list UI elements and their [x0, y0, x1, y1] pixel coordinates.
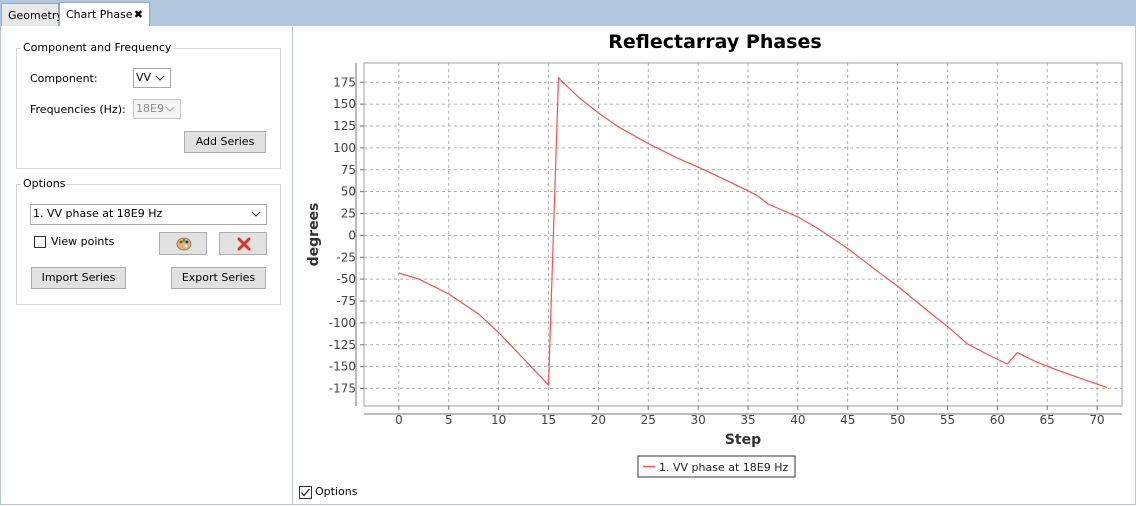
x-tick-label: 20	[591, 413, 606, 427]
x-tick-label: 50	[890, 413, 905, 427]
x-tick-label: 60	[990, 413, 1005, 427]
y-tick-label: 50	[341, 185, 356, 199]
options-group: Options	[16, 177, 281, 305]
x-tick-label: 5	[445, 413, 453, 427]
y-axis-label: degrees	[306, 203, 322, 267]
options-toggle-label: Options	[315, 485, 358, 498]
frequencies-value: 18E9	[136, 102, 164, 115]
y-tick-label: -175	[329, 382, 356, 396]
x-tick-label: 45	[840, 413, 855, 427]
x-tick-label: 25	[641, 413, 656, 427]
x-tick-label: 35	[740, 413, 755, 427]
x-tick-label: 30	[690, 413, 705, 427]
x-tick-label: 0	[395, 413, 403, 427]
series-line	[398, 76, 1108, 389]
left-panel: Component and Frequency Component: VV Fr…	[0, 27, 293, 504]
x-tick-label: 15	[541, 413, 556, 427]
y-tick-label: 75	[341, 163, 356, 177]
palette-icon	[176, 237, 192, 251]
color-palette-button[interactable]	[159, 232, 207, 255]
y-tick-label: -150	[329, 360, 356, 374]
y-tick-label: 175	[333, 75, 356, 89]
tab-chart-phase[interactable]: Chart Phase ✖	[59, 2, 150, 26]
component-select[interactable]: VV	[133, 68, 171, 88]
y-tick-label: -75	[336, 294, 356, 308]
chart-title: Reflectarray Phases	[608, 31, 822, 53]
export-series-button[interactable]: Export Series	[171, 267, 266, 289]
phase-chart: 0 5 10 15 20 25 30 35 40 45 50 55 60 65 70 175 150 125 100…	[306, 62, 1123, 478]
view-points-checkbox[interactable]	[34, 236, 46, 248]
delete-series-button[interactable]	[219, 232, 267, 255]
x-tick-label: 40	[790, 413, 805, 427]
delete-x-icon	[237, 237, 251, 251]
tab-geometry[interactable]: Geometry	[1, 3, 63, 26]
series-select[interactable]: 1. VV phase at 18E9 Hz	[30, 204, 267, 225]
y-tick-label: -25	[336, 250, 356, 264]
y-tick-label: -125	[329, 338, 356, 352]
x-tick-label: 70	[1089, 413, 1104, 427]
frequencies-label: Frequencies (Hz):	[30, 103, 126, 116]
component-frequency-group: Component and Frequency	[16, 41, 281, 169]
close-icon[interactable]: ✖	[133, 8, 143, 21]
y-tick-label: 150	[333, 97, 356, 111]
y-tick-label: -50	[336, 272, 356, 286]
plot-area	[363, 62, 1123, 407]
y-tick-label: 0	[348, 228, 356, 242]
chevron-down-icon	[251, 211, 261, 217]
chevron-down-icon	[165, 106, 175, 112]
x-tick-label: 10	[491, 413, 506, 427]
legend-box	[637, 455, 796, 478]
component-frequency-title: Component and Frequency	[21, 41, 174, 54]
tab-chart-phase-label: Chart Phase	[66, 8, 133, 21]
y-tick-label: 100	[333, 141, 356, 155]
x-axis-label: Step	[725, 432, 761, 448]
add-series-button[interactable]: Add Series	[184, 131, 266, 153]
y-tick-label: 25	[341, 207, 356, 221]
chevron-down-icon	[155, 75, 165, 81]
import-series-button[interactable]: Import Series	[31, 267, 126, 289]
series-select-value: 1. VV phase at 18E9 Hz	[33, 207, 163, 220]
options-title: Options	[21, 177, 68, 190]
frequencies-select[interactable]: 18E9	[133, 99, 181, 119]
options-checkbox[interactable]	[299, 486, 312, 499]
tab-bar: Geometry Chart Phase ✖	[0, 0, 1136, 26]
component-label: Component:	[30, 72, 98, 85]
tab-geometry-label: Geometry	[8, 9, 63, 22]
x-tick-label: 65	[1040, 413, 1055, 427]
component-value: VV	[136, 71, 152, 84]
y-tick-label: 125	[333, 119, 356, 133]
x-tick-label: 55	[940, 413, 955, 427]
y-tick-label: -100	[329, 316, 356, 330]
view-points-label: View points	[51, 235, 115, 248]
legend-label: 1. VV phase at 18E9 Hz	[659, 461, 788, 474]
